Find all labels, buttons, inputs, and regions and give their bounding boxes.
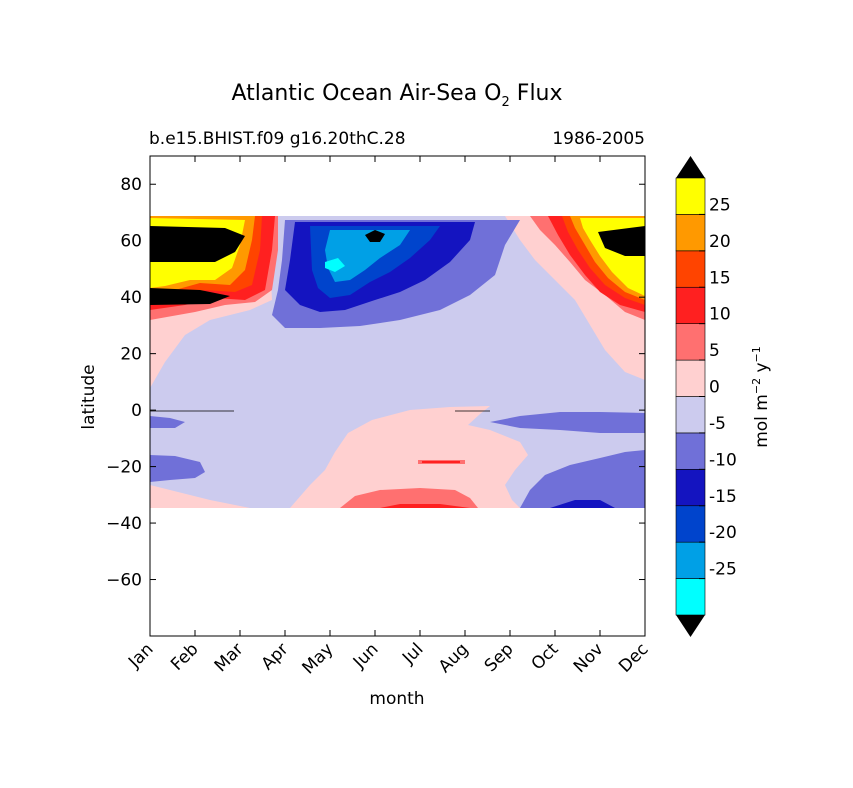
contour-se-negative [520,450,645,508]
colorbar-swatch [675,359,706,397]
contour-south-positive-west [150,485,250,508]
contour-north-extended-high-2 [150,288,230,305]
colorbar-swatch [675,177,706,215]
title-subscript: 2 [502,95,510,110]
y-tick-label: −20 [106,458,142,478]
y-axis: 80 60 40 20 0 −20 −40 −60 [106,175,645,591]
contour-north-extended-high-east [598,226,645,256]
colorbar-tick-label: 20 [709,232,731,252]
colorbar-swatch [675,469,706,507]
colorbar-label-exponent-2: −1 [750,346,763,362]
colorbar-swatch [675,432,706,470]
chart-title: Atlantic Ocean Air-Sea O2 Flux [231,81,562,110]
contour-south-10-15 [380,504,470,508]
colorbar-tick-label: -5 [709,414,726,434]
colorbar-tick-label: 5 [709,341,720,361]
contour-sw-negative [150,455,205,482]
y-tick-label: 80 [120,175,142,195]
y-tick-label: 0 [131,401,142,421]
colorbar-swatch [675,396,706,434]
colorbar-swatch [675,214,706,252]
colorbar-swatch [675,541,706,579]
contour-north-extended-high [150,226,245,262]
colorbar-tick-label: -10 [709,450,737,470]
colorbar-tick-label: 15 [709,268,731,288]
y-tick-label: 60 [120,232,142,252]
colorbar-swatch [675,578,706,616]
colorbar-tick-label: -20 [709,523,737,543]
colorbar-tick-label: 0 [709,378,720,398]
y-tick-label: −40 [106,514,142,534]
plot-frame [149,155,646,637]
subtitle-left: b.e15.BHIST.f09 g16.20thC.28 [149,129,406,149]
contour-south-5-10 [340,488,478,508]
contour-north-neg-25-30 [325,258,345,272]
x-axis-label: month [369,689,424,709]
subtitle-right: 1986-2005 [552,129,645,149]
y-tick-label: 20 [120,345,142,365]
colorbar-label-exponent-1: −2 [750,378,763,394]
colorbar-swatch [675,323,706,361]
colorbar-tick-label: 10 [709,305,731,325]
contour-north-extended-low [365,230,385,242]
colorbar: -25 -20 -15 -10 -5 0 5 10 15 20 25 [675,156,737,637]
y-axis-label: latitude [79,364,99,429]
contour-north-neg-20-25 [325,230,410,282]
colorbar-swatch [675,505,706,543]
colorbar-extend-high [676,156,705,178]
colorbar-tick-label: 25 [709,195,731,215]
contour-south-small-10-15 [422,461,460,463]
y-tick-label: −60 [106,571,142,591]
colorbar-tick-label: -25 [709,560,737,580]
contour-eq-negative [490,412,645,433]
y-tick-label: 40 [120,288,142,308]
contour-south-positive [290,406,528,508]
contour-fill-layers [150,216,645,508]
colorbar-swatch [675,286,706,324]
contour-sw-negative-2 [150,416,185,428]
colorbar-label: mol m−2 y−1 [750,346,772,448]
colorbar-swatch [675,250,706,288]
colorbar-extend-low [676,615,705,637]
colorbar-tick-label: -15 [709,487,737,507]
contour-se-negative-deep [550,500,615,508]
